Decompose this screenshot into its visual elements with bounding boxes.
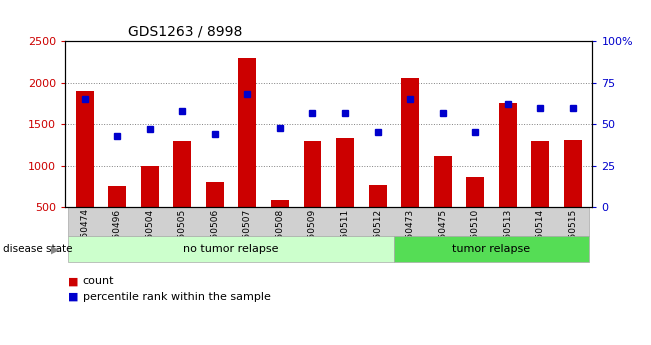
Text: count: count [83, 276, 114, 286]
Bar [564, 140, 582, 207]
Text: tumor relapse: tumor relapse [452, 244, 531, 254]
Bar [466, 177, 484, 207]
Bar [206, 182, 224, 207]
Text: no tumor relapse: no tumor relapse [184, 244, 279, 254]
Bar [401, 78, 419, 207]
Bar [238, 58, 256, 207]
Bar [141, 166, 159, 207]
Bar [336, 138, 354, 207]
Bar [173, 141, 191, 207]
Bar [271, 200, 289, 207]
Bar [368, 186, 387, 207]
Bar [108, 186, 126, 207]
Text: percentile rank within the sample: percentile rank within the sample [83, 292, 271, 302]
Text: GDS1263 / 8998: GDS1263 / 8998 [128, 25, 243, 39]
Text: ▶: ▶ [51, 244, 60, 254]
Text: ■: ■ [68, 276, 79, 286]
Text: disease state: disease state [3, 244, 73, 254]
Bar [531, 141, 549, 207]
Bar [76, 91, 94, 207]
Bar [499, 104, 517, 207]
Text: ■: ■ [68, 292, 79, 302]
Bar [434, 157, 452, 207]
Bar [303, 141, 322, 207]
